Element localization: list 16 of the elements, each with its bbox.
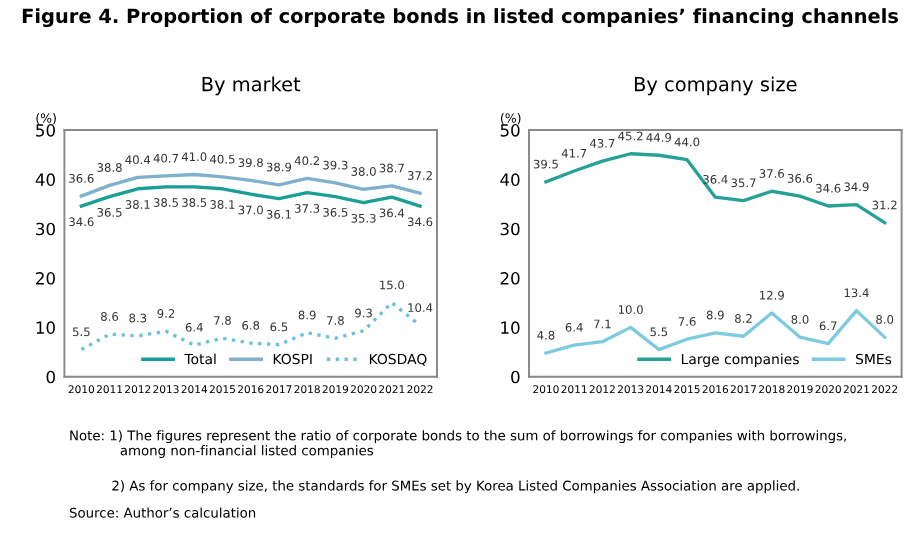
y-tick-label: 0 <box>511 370 520 384</box>
y-tick-label: 40 <box>500 173 520 186</box>
y-tick-label: 0 <box>46 370 55 384</box>
y-tick-label: 10 <box>36 321 55 334</box>
y-tick-label: 40 <box>35 173 55 186</box>
chart-title: By company size <box>634 76 797 96</box>
caption: Figure 4. Proportion of corporate bonds in listed companies’ financing channels <box>22 8 898 28</box>
chart-title: By market <box>202 76 301 96</box>
y-tick-label: 20 <box>36 272 55 285</box>
line-series <box>79 185 422 208</box>
y-tick-label: 50 <box>500 124 520 137</box>
y-tick-label: 30 <box>500 222 520 236</box>
y-tick-label: 50 <box>36 124 55 137</box>
y-tick-label: 10 <box>501 321 520 334</box>
y-tick-label: 30 <box>36 222 55 236</box>
y-tick-label: 20 <box>500 272 520 285</box>
